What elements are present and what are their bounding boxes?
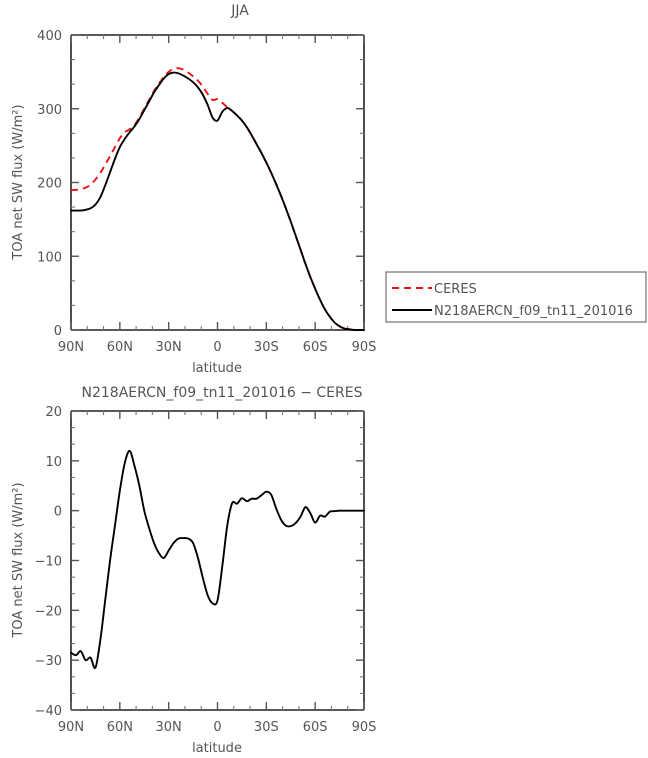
legend-label-ceres: CERES xyxy=(434,282,477,297)
top-panel-title: JJA xyxy=(230,3,249,19)
top-panel-x-ticks: 90N 60N 30N 0 30S 60S 90S xyxy=(58,35,377,355)
bottom-panel-axes xyxy=(70,410,365,711)
top-panel-xlabel: latitude xyxy=(192,361,242,376)
x-tick-label: 60N xyxy=(107,340,133,355)
bottom-panel-ylabel: TOA net SW flux (W/m²) xyxy=(11,482,26,638)
top-panel-axes xyxy=(70,34,365,331)
x-tick-label: 0 xyxy=(213,340,221,355)
y-tick-label: −10 xyxy=(35,555,62,570)
series-line-model xyxy=(70,71,365,332)
x-tick-label: 90N xyxy=(58,720,84,735)
top-panel: JJA 90N 60N 30N 0 30S 60S 90S 0 100 200 300 400 la… xyxy=(11,3,376,376)
bottom-panel-x-ticks: 90N 60N 30N 0 30S 60S 90S xyxy=(58,411,377,735)
legend[interactable]: CERES N218AERCN_f09_tn11_201016 xyxy=(385,271,647,323)
legend-label-model: N218AERCN_f09_tn11_201016 xyxy=(434,304,633,319)
bottom-panel: N218AERCN_f09_tn11_201016 − CERES 90N 60N… xyxy=(11,385,376,756)
legend-box xyxy=(385,271,647,323)
series-line-ceres xyxy=(70,67,364,332)
y-tick-label: −40 xyxy=(35,704,62,719)
bottom-panel-y-ticks: −40 −30 −20 −10 0 10 20 xyxy=(35,405,364,719)
x-tick-label: 0 xyxy=(213,720,221,735)
x-tick-label: 90N xyxy=(58,340,84,355)
bottom-panel-series xyxy=(70,449,365,670)
bottom-panel-xlabel: latitude xyxy=(192,741,242,756)
y-tick-label: −30 xyxy=(35,654,62,669)
y-tick-label: 0 xyxy=(54,324,62,339)
x-tick-label: 30S xyxy=(254,340,279,355)
x-tick-label: 60S xyxy=(303,720,328,735)
top-panel-ylabel: TOA net SW flux (W/m²) xyxy=(11,104,26,260)
x-tick-label: 30N xyxy=(156,340,182,355)
y-tick-label: 400 xyxy=(37,29,62,44)
x-tick-label: 60S xyxy=(303,340,328,355)
y-tick-label: 20 xyxy=(45,405,62,420)
y-tick-label: 300 xyxy=(37,103,62,118)
y-tick-label: 10 xyxy=(45,455,62,470)
x-tick-label: 90S xyxy=(352,720,377,735)
top-panel-y-ticks: 0 100 200 300 400 xyxy=(37,29,364,339)
bottom-panel-title: N218AERCN_f09_tn11_201016 − CERES xyxy=(82,385,363,401)
y-tick-label: 100 xyxy=(37,250,62,265)
x-tick-label: 90S xyxy=(352,340,377,355)
x-tick-label: 30S xyxy=(254,720,279,735)
series-line-difference xyxy=(70,449,365,670)
y-tick-label: −20 xyxy=(35,604,62,619)
top-panel-series xyxy=(70,67,365,332)
x-tick-label: 60N xyxy=(107,720,133,735)
x-tick-label: 30N xyxy=(156,720,182,735)
y-tick-label: 200 xyxy=(37,177,62,192)
y-tick-label: 0 xyxy=(54,505,62,520)
